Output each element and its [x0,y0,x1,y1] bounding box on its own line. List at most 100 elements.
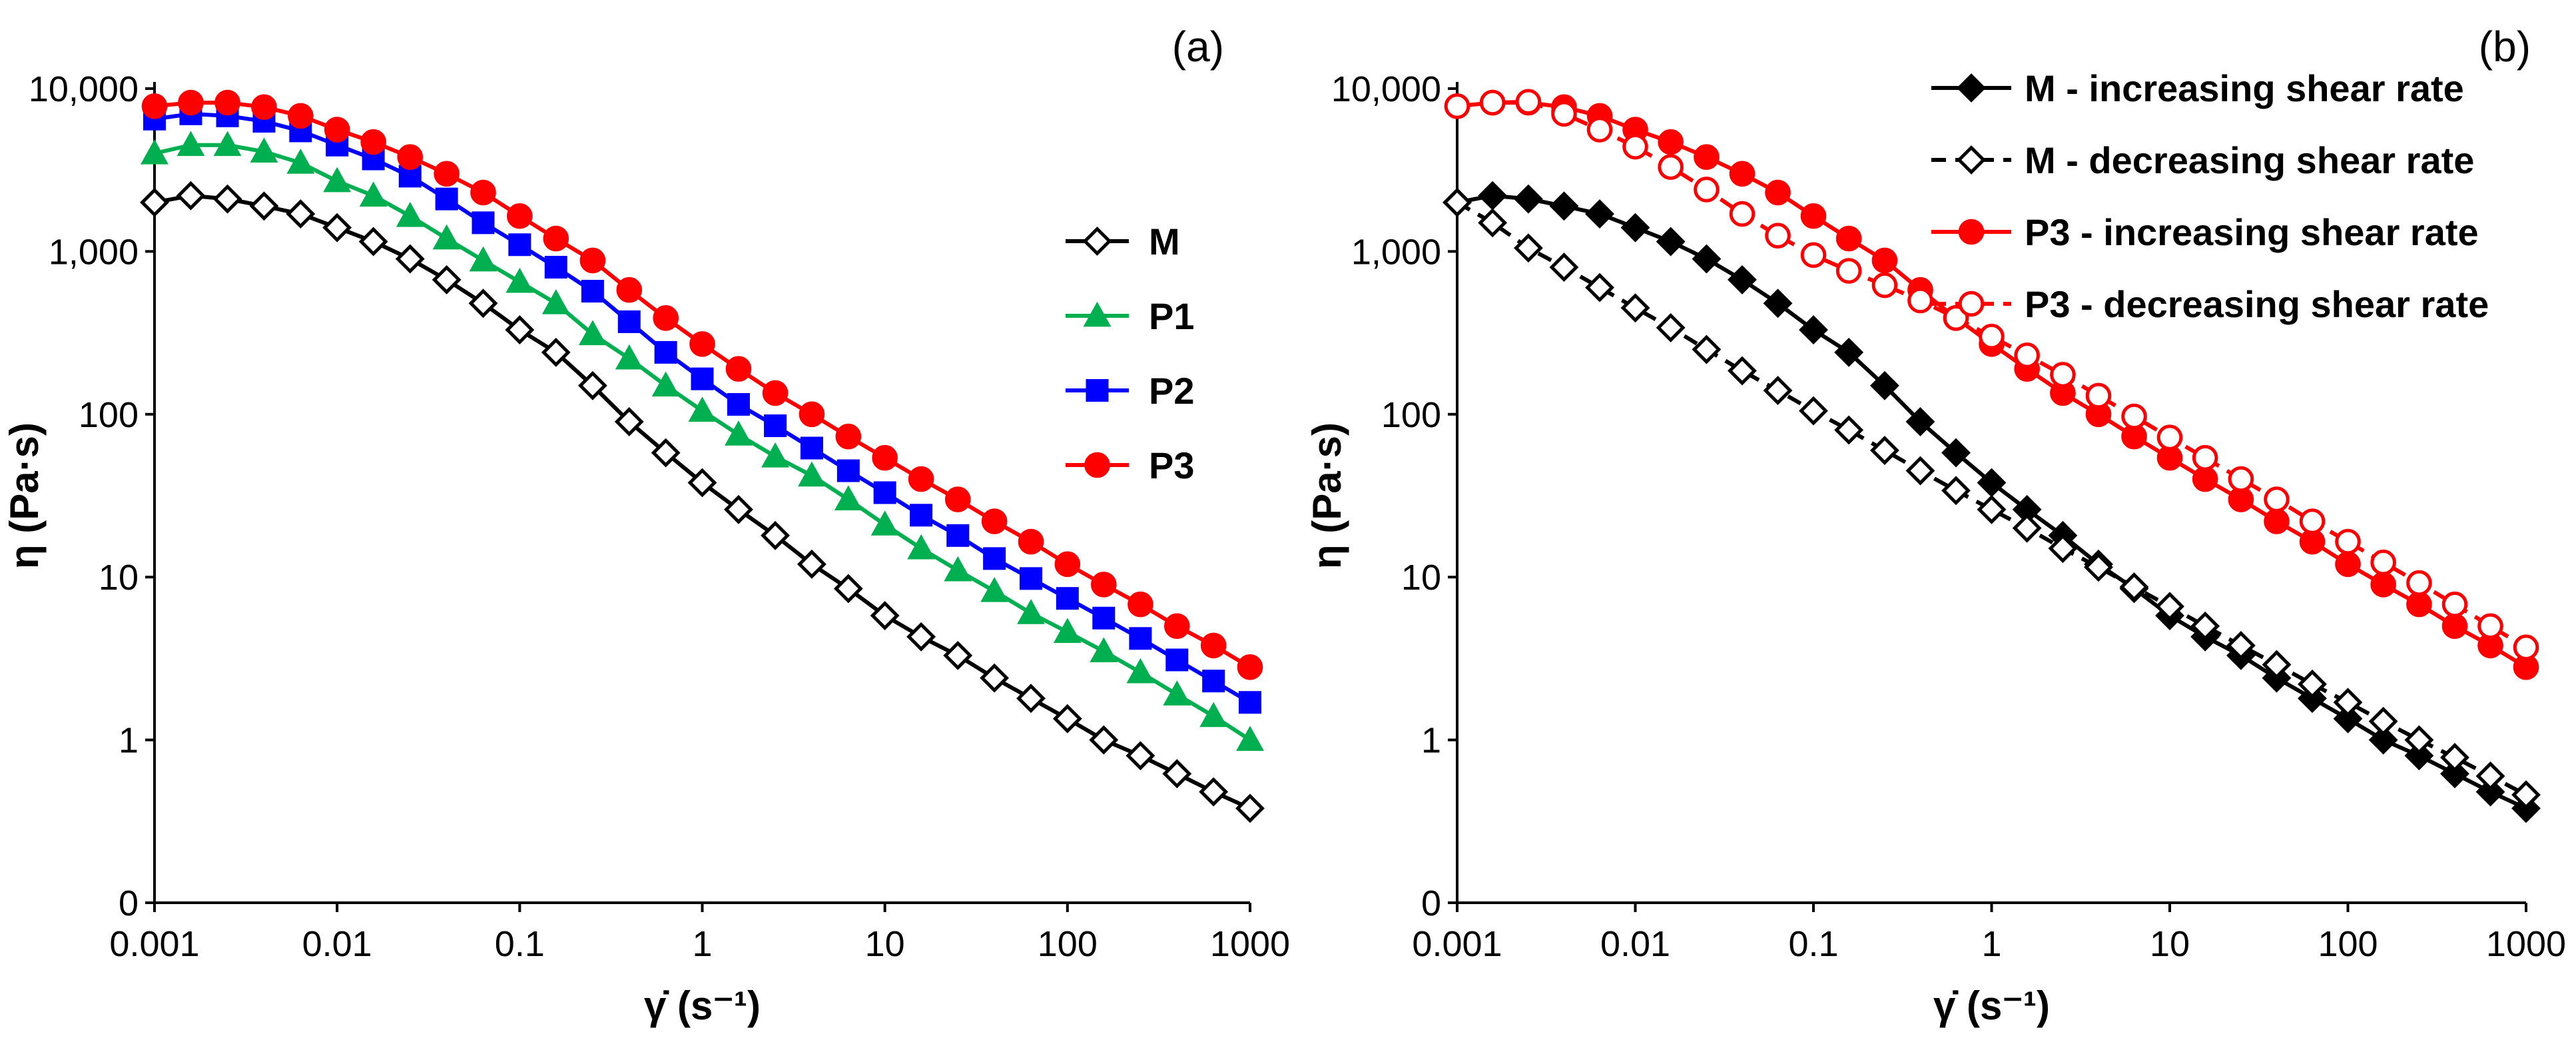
data-point [1799,396,1828,426]
data-point [178,89,204,116]
data-point [2262,650,2292,680]
data-point [2299,508,2326,534]
data-point [1200,632,1227,659]
data-point [1202,670,1225,693]
y-tick-label: 100 [1381,395,1441,435]
data-point [1869,370,1899,400]
data-point [1941,476,1971,506]
legend-marker [1957,73,1986,103]
data-point [1127,591,1153,618]
data-point [1549,253,1579,282]
data-point [1165,648,1189,672]
data-point [286,199,316,229]
data-point [2370,549,2396,576]
data-point [395,244,425,274]
data-point [434,161,460,187]
data-point [1907,287,1933,314]
data-point [2368,706,2398,736]
data-point [1162,759,1192,789]
data-point [1090,637,1118,662]
data-point [688,396,717,422]
data-point [1941,438,1971,468]
data-point [251,94,277,121]
data-point [1656,227,1686,257]
x-tick-label: 1 [692,924,712,964]
data-point [2012,513,2042,543]
data-point [1656,312,1686,342]
data-point [617,310,641,333]
data-point [323,167,352,193]
data-point [141,93,168,119]
data-point [2050,362,2076,388]
panel-label: (b) [2479,23,2531,71]
data-point [140,187,169,217]
data-point [1799,315,1828,345]
x-tick-label: 100 [2318,924,2378,964]
data-point [1658,129,1684,155]
data-point [2048,534,2078,564]
data-point [1164,613,1190,640]
legend-entry: M - decreasing shear rate [1931,139,2474,181]
series-1 [140,181,1265,823]
data-point [1694,177,1720,203]
data-point [1129,627,1152,650]
data-point [2226,630,2256,660]
data-point [1515,89,1542,115]
data-point [797,549,826,579]
data-point [1585,272,1614,302]
data-point [2511,780,2541,809]
data-point [1834,415,1864,445]
data-point [1979,323,2005,350]
legend-label: M - decreasing shear rate [2025,139,2474,181]
y-tick-label: 1,000 [49,232,139,272]
data-point [579,320,607,346]
panel-label: (a) [1172,23,1224,71]
x-tick-label: 10 [2150,924,2190,964]
data-point [2368,725,2398,755]
data-point [691,367,714,390]
data-point [176,131,205,157]
legend-label: M [1149,221,1180,262]
data-point [689,331,715,357]
data-point [1018,528,1044,555]
series-4 [141,89,1263,680]
x-tick-label: 0.001 [1412,924,1502,964]
data-point [725,420,753,446]
data-point [1834,337,1864,367]
data-point [908,466,934,492]
data-point [1056,587,1079,610]
legend-marker [1958,219,1985,245]
data-point [1905,407,1935,436]
data-point [543,225,569,252]
data-point [1622,133,1648,160]
data-point [1729,201,1756,227]
data-point [2335,528,2361,555]
y-tick-label: 10 [1401,558,1441,598]
legend-marker [1086,379,1109,402]
data-point [2085,382,2112,409]
data-point [906,622,936,652]
data-point [1765,223,1791,249]
data-point [946,524,970,547]
data-point [324,117,350,143]
data-point [1479,89,1506,116]
x-tick-label: 0.001 [109,924,199,964]
data-point [1163,680,1191,706]
data-point [1692,244,1722,274]
data-point [2406,591,2432,618]
data-point [2406,570,2432,596]
panel-b: 0.001 0.01 0.1 1 10 100 1000 0 1 10 100 1,000 10,000… [1305,23,2566,1028]
data-point [615,344,643,370]
data-point [249,191,279,221]
legend-entry: P3 - decreasing shear rate [1931,283,2489,325]
data-point [213,131,242,157]
data-point [1871,247,1898,274]
data-point [468,288,498,318]
series-line [1456,101,2527,669]
data-point [1478,181,1508,211]
data-point [544,256,567,279]
legend-entry: M - increasing shear rate [1931,67,2464,109]
data-point [212,184,242,214]
data-point [834,485,862,510]
data-point [322,213,352,243]
